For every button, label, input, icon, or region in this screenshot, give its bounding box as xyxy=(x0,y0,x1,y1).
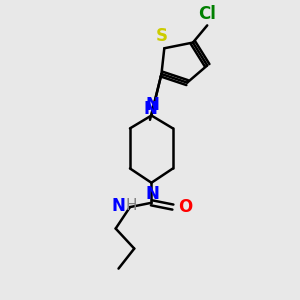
Text: S: S xyxy=(155,27,167,45)
Text: O: O xyxy=(178,198,192,216)
Text: N: N xyxy=(146,185,160,203)
Text: H: H xyxy=(126,198,137,213)
Text: N: N xyxy=(111,197,125,215)
Text: N: N xyxy=(143,100,157,118)
Text: Cl: Cl xyxy=(198,5,216,23)
Text: N: N xyxy=(146,96,160,114)
